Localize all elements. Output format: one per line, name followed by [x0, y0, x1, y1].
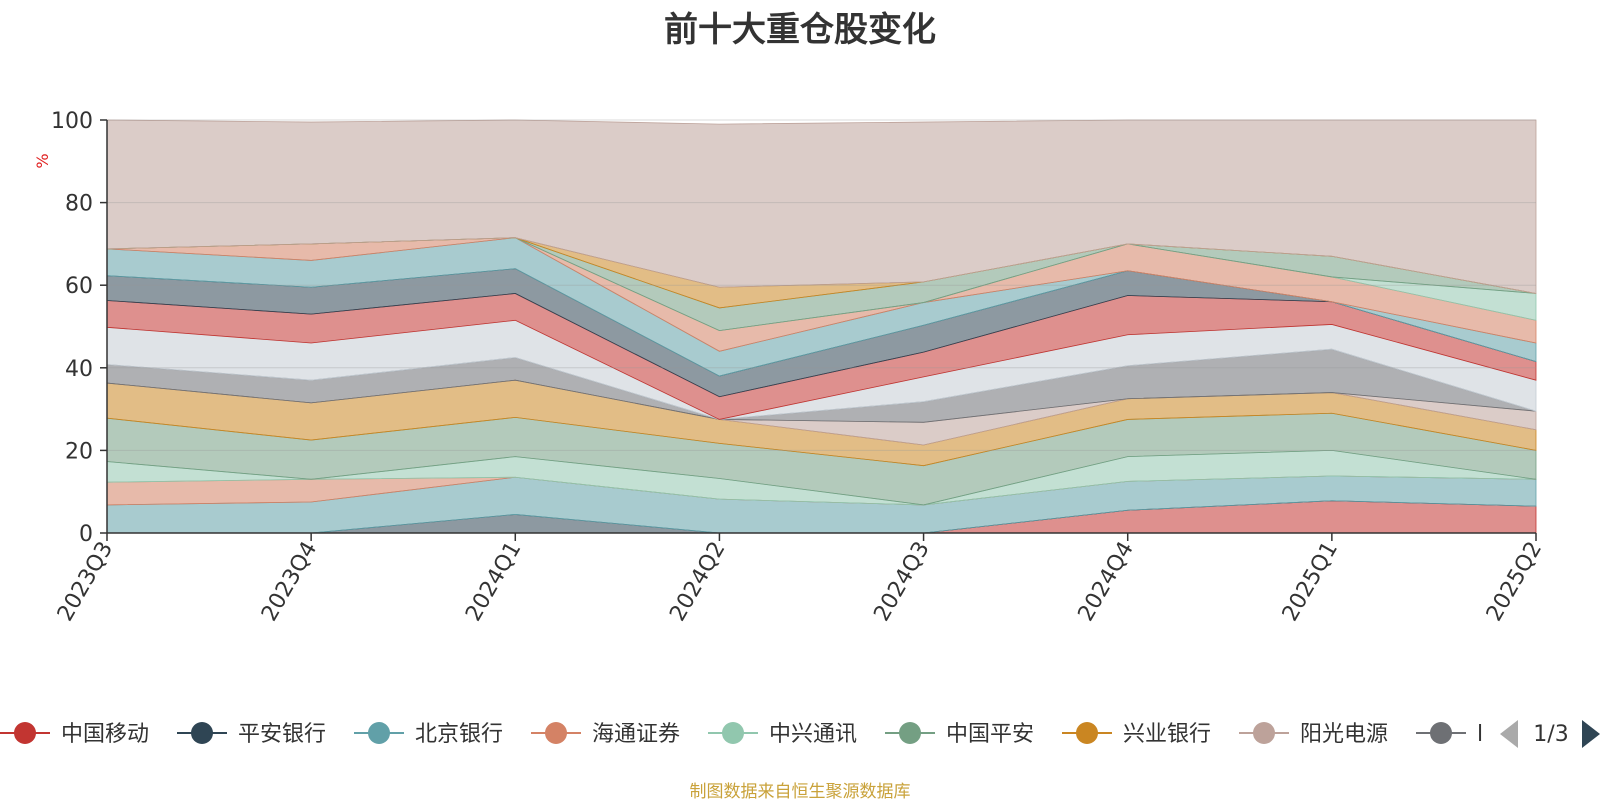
- y-tick-label-0: 0: [79, 522, 93, 547]
- legend-item-6: 中国平安: [885, 722, 1034, 747]
- legend-item-1: 中国移动: [0, 722, 149, 747]
- legend-label: 中国平安: [946, 722, 1034, 747]
- y-axis-label: %: [33, 153, 52, 168]
- legend-marker: [1076, 722, 1098, 744]
- legend-page-indicator: 1/3: [1533, 722, 1568, 747]
- legend-marker: [1253, 722, 1275, 744]
- x-tick-label-2024Q1: 2024Q1: [461, 538, 526, 626]
- legend-next-icon[interactable]: [1582, 720, 1600, 748]
- legend-marker: [1430, 722, 1452, 744]
- legend-item-8: 阳光电源: [1239, 722, 1388, 747]
- legend-marker: [722, 722, 744, 744]
- legend-label: 平安银行: [238, 722, 326, 747]
- legend-item-7: 兴业银行: [1062, 722, 1211, 747]
- legend: 中国移动 平安银行 北京银行 海通证券 中兴通讯 中国平安 兴业银行 阳光电源 l 1/3: [0, 720, 1600, 748]
- legend-label: 阳光电源: [1300, 722, 1388, 747]
- x-tick-label-2024Q2: 2024Q2: [665, 538, 730, 626]
- x-tick-label-2024Q3: 2024Q3: [869, 538, 934, 626]
- legend-marker: [899, 722, 921, 744]
- y-tick-label-40: 40: [65, 357, 93, 382]
- legend-marker: [14, 722, 36, 744]
- grid-lines: [107, 119, 1536, 451]
- legend-prev-icon[interactable]: [1500, 720, 1518, 748]
- legend-marker: [191, 722, 213, 744]
- x-tick-label-2023Q4: 2023Q4: [257, 538, 322, 626]
- y-tick-label-20: 20: [65, 439, 93, 464]
- legend-label: 北京银行: [415, 722, 503, 747]
- legend-label: 兴业银行: [1123, 722, 1211, 747]
- chart-title: 前十大重仓股变化: [664, 10, 936, 50]
- legend-item-4: 海通证券: [531, 722, 680, 747]
- legend-item-2: 平安银行: [177, 722, 326, 747]
- legend-label: 中国移动: [61, 722, 149, 747]
- legend-marker: [545, 722, 567, 744]
- y-tick-label-100: 100: [51, 109, 93, 134]
- x-tick-label-2025Q2: 2025Q2: [1482, 538, 1547, 626]
- y-tick-label-80: 80: [65, 192, 93, 217]
- x-tick-label-2024Q4: 2024Q4: [1074, 538, 1139, 626]
- legend-item-3: 北京银行: [354, 722, 503, 747]
- legend-pager: 1/3: [1500, 720, 1600, 748]
- x-tick-label-2025Q1: 2025Q1: [1278, 538, 1343, 626]
- x-tick-label-2023Q3: 2023Q3: [53, 538, 118, 626]
- legend-label: l: [1477, 722, 1483, 747]
- legend-item-9: l: [1416, 722, 1483, 747]
- series-areas: [106, 119, 1537, 534]
- legend-item-5: 中兴通讯: [708, 722, 857, 747]
- legend-marker: [368, 722, 390, 744]
- data-source-note: 制图数据来自恒生聚源数据库: [689, 782, 911, 802]
- legend-label: 海通证券: [592, 722, 680, 747]
- legend-label: 中兴通讯: [769, 722, 857, 747]
- y-tick-label-60: 60: [65, 274, 93, 299]
- area-series-18: [106, 119, 1537, 294]
